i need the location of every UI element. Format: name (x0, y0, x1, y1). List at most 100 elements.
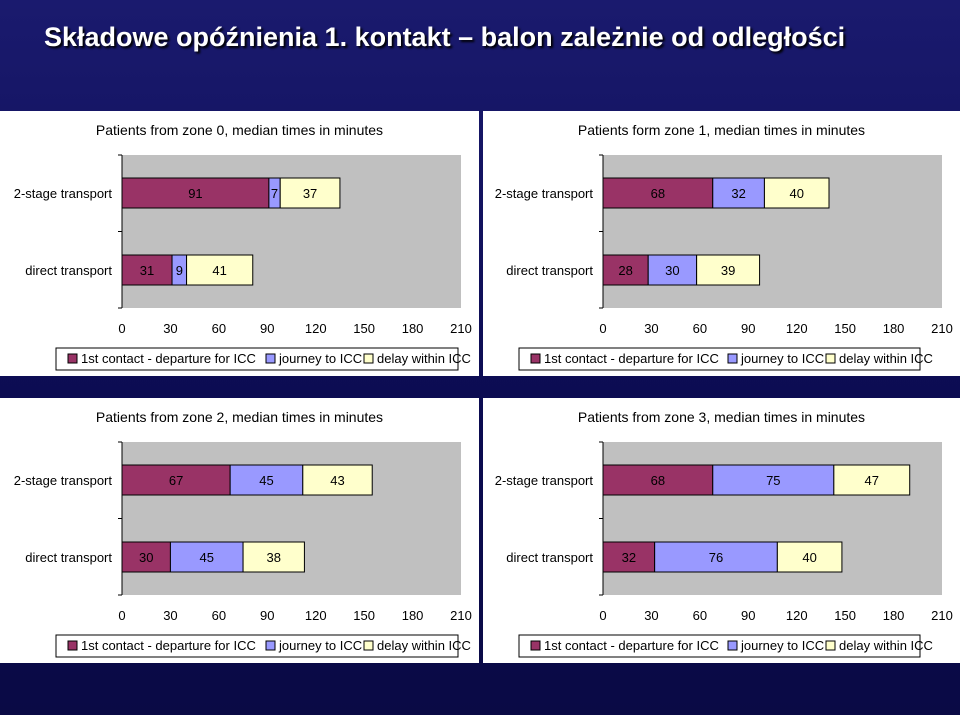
x-tick-label: 30 (163, 608, 177, 623)
category-label: 2-stage transport (14, 473, 113, 488)
bar-first-contact (602, 254, 649, 286)
x-tick-label: 180 (402, 321, 424, 336)
x-tick-label: 210 (450, 608, 472, 623)
legend: 1st contact - departure for ICC journey t… (55, 347, 471, 371)
chart-panel-zone-3: Patients from zone 3, median times in mi… (483, 398, 960, 663)
chart-panel-zone-0: Patients from zone 0, median times in mi… (0, 111, 479, 376)
legend-label-delay: delay within ICC (377, 638, 471, 653)
data-label: 76 (709, 550, 723, 565)
x-tick-label: 30 (163, 321, 177, 336)
x-tick-label: 0 (599, 321, 606, 336)
data-label: 47 (865, 473, 879, 488)
x-tick-label: 60 (212, 608, 226, 623)
legend-swatch-journey (727, 640, 738, 651)
data-label: 32 (622, 550, 636, 565)
legend-label-journey: journey to ICC (740, 638, 824, 653)
x-tick-label: 210 (450, 321, 472, 336)
data-label: 45 (200, 550, 214, 565)
legend-label-journey: journey to ICC (278, 351, 362, 366)
data-label: 28 (618, 263, 632, 278)
x-tick-label: 90 (741, 321, 755, 336)
legend-label-first-contact: 1st contact - departure for ICC (81, 638, 256, 653)
category-label: 2-stage transport (495, 186, 594, 201)
legend-swatch-first-contact (67, 353, 78, 364)
x-tick-label: 60 (212, 321, 226, 336)
bar-first-contact (121, 254, 173, 286)
legend-label-delay: delay within ICC (377, 351, 471, 366)
x-tick-label: 150 (834, 608, 856, 623)
bar-first-contact (602, 177, 714, 209)
legend-label-first-contact: 1st contact - departure for ICC (544, 351, 719, 366)
legend-swatch-first-contact (530, 640, 541, 651)
data-label: 37 (303, 186, 317, 201)
bar-first-contact (121, 464, 231, 496)
data-label: 30 (139, 550, 153, 565)
legend-label-first-contact: 1st contact - departure for ICC (81, 351, 256, 366)
x-tick-label: 0 (599, 608, 606, 623)
x-tick-label: 120 (305, 321, 327, 336)
category-label: direct transport (506, 263, 593, 278)
bar-delay (302, 464, 373, 496)
data-label: 40 (789, 186, 803, 201)
x-tick-label: 180 (402, 608, 424, 623)
bar-journey (169, 541, 244, 573)
x-tick-label: 60 (693, 608, 707, 623)
x-tick-label: 150 (353, 321, 375, 336)
data-label: 68 (651, 473, 665, 488)
legend-label-delay: delay within ICC (839, 351, 933, 366)
bar-first-contact (602, 541, 656, 573)
data-label: 7 (271, 186, 278, 201)
x-tick-label: 210 (931, 608, 953, 623)
x-tick-label: 90 (260, 608, 274, 623)
x-tick-label: 120 (786, 608, 808, 623)
legend-box (55, 347, 459, 371)
x-tick-label: 30 (644, 608, 658, 623)
data-label: 39 (721, 263, 735, 278)
legend-box (55, 634, 459, 658)
legend-swatch-first-contact (67, 640, 78, 651)
data-label: 9 (176, 263, 183, 278)
bar-first-contact (121, 177, 270, 209)
x-tick-label: 90 (260, 321, 274, 336)
legend-box (518, 634, 921, 658)
x-tick-label: 30 (644, 321, 658, 336)
slide-title: Składowe opóźnienia 1. kontakt – balon z… (44, 22, 846, 52)
data-label: 38 (267, 550, 281, 565)
legend: 1st contact - departure for ICC journey t… (518, 347, 933, 371)
category-label: direct transport (25, 263, 112, 278)
bar-first-contact (602, 464, 714, 496)
bar-journey (647, 254, 698, 286)
category-label: 2-stage transport (14, 186, 113, 201)
chart-zone-1: Patients form zone 1, median times in mi… (495, 122, 953, 371)
x-tick-label: 180 (883, 321, 905, 336)
x-tick-label: 0 (118, 608, 125, 623)
bar-delay (696, 254, 761, 286)
chart-title: Patients from zone 3, median times in mi… (578, 409, 865, 425)
legend-label-delay: delay within ICC (839, 638, 933, 653)
x-tick-label: 90 (741, 608, 755, 623)
data-label: 67 (169, 473, 183, 488)
data-label: 30 (665, 263, 679, 278)
x-tick-label: 60 (693, 321, 707, 336)
legend: 1st contact - departure for ICC journey t… (55, 634, 471, 658)
legend-label-first-contact: 1st contact - departure for ICC (544, 638, 719, 653)
legend-swatch-first-contact (530, 353, 541, 364)
x-tick-label: 180 (883, 608, 905, 623)
chart-zone-2: Patients from zone 2, median times in mi… (14, 409, 472, 658)
data-label: 41 (212, 263, 226, 278)
chart-title: Patients form zone 1, median times in mi… (578, 122, 865, 138)
legend-label-journey: journey to ICC (740, 351, 824, 366)
chart-panel-zone-2: Patients from zone 2, median times in mi… (0, 398, 479, 663)
legend-swatch-delay (825, 353, 836, 364)
x-tick-label: 150 (834, 321, 856, 336)
bar-journey (229, 464, 304, 496)
legend: 1st contact - departure for ICC journey t… (518, 634, 933, 658)
legend-swatch-journey (265, 640, 276, 651)
chart-panel-zone-1: Patients form zone 1, median times in mi… (483, 111, 960, 376)
chart-zone-3: Patients from zone 3, median times in mi… (495, 409, 953, 658)
data-label: 91 (188, 186, 202, 201)
x-tick-label: 120 (305, 608, 327, 623)
legend-label-journey: journey to ICC (278, 638, 362, 653)
category-label: direct transport (506, 550, 593, 565)
data-label: 45 (259, 473, 273, 488)
